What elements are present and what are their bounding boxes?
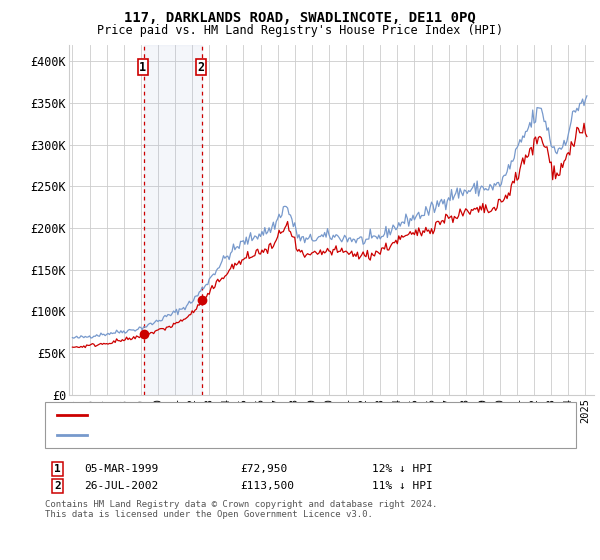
Text: 26-JUL-2002: 26-JUL-2002 — [84, 480, 158, 491]
Text: 1: 1 — [139, 60, 146, 73]
Text: 11% ↓ HPI: 11% ↓ HPI — [372, 480, 433, 491]
Text: £72,950: £72,950 — [240, 464, 287, 474]
Text: 2: 2 — [197, 60, 205, 73]
Text: 117, DARKLANDS ROAD, SWADLINCOTE, DE11 0PQ: 117, DARKLANDS ROAD, SWADLINCOTE, DE11 0… — [124, 11, 476, 25]
Text: 1: 1 — [54, 464, 61, 474]
Text: 117, DARKLANDS ROAD, SWADLINCOTE, DE11 0PQ (detached house): 117, DARKLANDS ROAD, SWADLINCOTE, DE11 0… — [90, 410, 459, 420]
Text: 12% ↓ HPI: 12% ↓ HPI — [372, 464, 433, 474]
Text: 05-MAR-1999: 05-MAR-1999 — [84, 464, 158, 474]
Text: £113,500: £113,500 — [240, 480, 294, 491]
Text: 2: 2 — [54, 480, 61, 491]
Text: Contains HM Land Registry data © Crown copyright and database right 2024.
This d: Contains HM Land Registry data © Crown c… — [45, 500, 437, 519]
Text: HPI: Average price, detached house, South Derbyshire: HPI: Average price, detached house, Sout… — [90, 430, 415, 440]
Text: Price paid vs. HM Land Registry's House Price Index (HPI): Price paid vs. HM Land Registry's House … — [97, 24, 503, 36]
Bar — [144, 45, 202, 395]
